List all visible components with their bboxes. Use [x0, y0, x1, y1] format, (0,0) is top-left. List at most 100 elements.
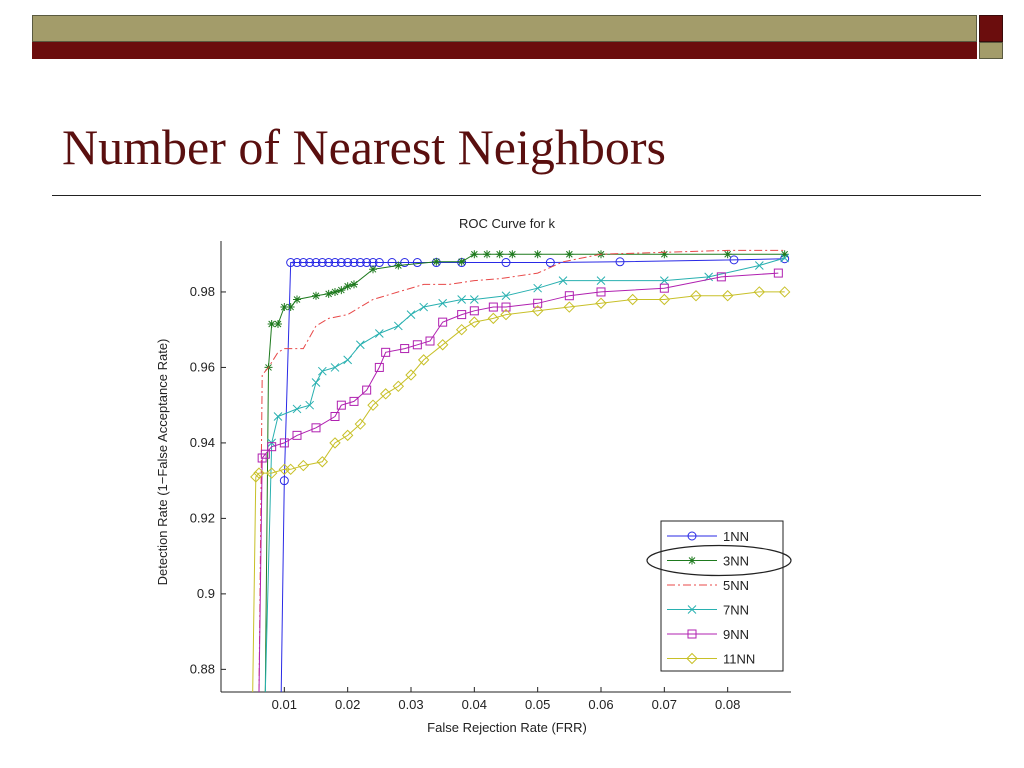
data-point: [405, 369, 417, 381]
data-point: [457, 295, 467, 304]
series-11nn: [250, 286, 791, 693]
data-point: [470, 250, 479, 259]
data-point: [265, 467, 278, 479]
data-point: [267, 320, 276, 329]
series-9nn: [257, 268, 783, 693]
data-point: [615, 257, 625, 267]
data-point: [260, 449, 270, 459]
data-point: [500, 308, 512, 321]
data-point: [336, 258, 346, 268]
data-point: [311, 423, 321, 433]
y-tick-label: 0.96: [190, 359, 215, 374]
data-point: [488, 302, 498, 312]
legend-label: 11NN: [723, 652, 755, 667]
data-point: [400, 344, 410, 354]
data-point: [438, 317, 448, 327]
x-tick-label: 0.02: [335, 697, 360, 712]
data-point: [374, 362, 384, 372]
legend-marker: [688, 556, 696, 565]
x-tick-label: 0.03: [398, 697, 423, 712]
data-point: [533, 283, 543, 293]
data-point: [626, 293, 639, 306]
data-point: [412, 258, 422, 268]
roc-chart: ROC Curve for k 0.01 0.02 0.03 0.04 0.05 0.06…: [155, 216, 792, 735]
data-point: [469, 295, 479, 304]
data-point: [279, 476, 289, 486]
data-point: [311, 258, 321, 268]
legend-label: 9NN: [723, 627, 749, 642]
data-point: [324, 258, 334, 268]
data-point: [658, 293, 671, 306]
x-tick-label: 0.06: [588, 697, 613, 712]
data-point: [273, 412, 283, 421]
data-point: [419, 302, 429, 312]
x-tick-label: 0.04: [462, 697, 487, 712]
data-point: [349, 258, 359, 268]
data-point: [394, 261, 403, 270]
data-point: [392, 380, 405, 393]
data-point: [393, 321, 403, 331]
y-tick-label: 0.92: [190, 510, 215, 525]
data-point: [533, 298, 543, 308]
data-point: [292, 404, 302, 414]
data-point: [778, 286, 791, 298]
data-point: [659, 276, 669, 285]
data-point: [716, 272, 726, 282]
x-tick-label: 0.08: [715, 697, 740, 712]
data-point: [274, 320, 282, 329]
data-point: [501, 291, 511, 301]
legend-label: 3NN: [723, 554, 749, 569]
y-tick-label: 0.9: [197, 586, 215, 601]
legend-marker: [686, 652, 698, 665]
data-point: [412, 340, 422, 350]
data-point: [425, 336, 435, 346]
data-point: [773, 268, 783, 278]
slide-title: Number of Nearest Neighbors: [62, 119, 666, 175]
data-point: [660, 250, 669, 259]
data-point: [483, 250, 491, 259]
data-point: [723, 250, 732, 259]
corner-square-olive: [979, 42, 1003, 59]
data-point: [596, 287, 606, 297]
data-point: [331, 287, 339, 296]
data-point: [457, 257, 466, 266]
data-point: [545, 258, 555, 268]
data-point: [253, 467, 265, 479]
plot-axes: 0.01 0.02 0.03 0.04 0.05 0.06 0.07 0.08 0.88 0.9 0…: [190, 241, 791, 712]
legend-marker: [687, 629, 697, 639]
y-tick-label: 0.88: [190, 661, 215, 676]
x-tick-label: 0.05: [525, 697, 550, 712]
data-point: [330, 411, 340, 421]
data-point: [316, 456, 329, 468]
x-axis-label: False Rejection Rate (FRR): [427, 720, 587, 735]
data-point: [438, 298, 448, 308]
chart-legend: 1NN 3NN 5NN 7NN 9NN 11NN: [646, 520, 792, 672]
data-point: [531, 305, 544, 317]
data-point: [374, 258, 384, 268]
data-point: [298, 258, 308, 268]
data-point: [754, 261, 764, 270]
data-point: [312, 291, 320, 300]
data-point: [659, 283, 669, 293]
data-point: [343, 258, 353, 268]
data-point: [337, 286, 346, 295]
data-point: [780, 253, 790, 263]
data-point: [362, 258, 372, 268]
data-point: [595, 297, 607, 309]
data-point: [330, 363, 340, 372]
data-point: [324, 289, 333, 298]
data-point: [354, 418, 367, 430]
x-tick-label: 0.01: [272, 697, 297, 712]
data-point: [564, 291, 574, 301]
data-point: [469, 306, 479, 316]
data-point: [468, 316, 481, 328]
data-point: [501, 258, 511, 268]
legend-label: 7NN: [723, 603, 749, 618]
legend-box: [660, 520, 784, 672]
data-point: [381, 347, 391, 357]
series-line: [258, 249, 785, 693]
data-point: [286, 303, 295, 312]
y-tick-label: 0.98: [190, 284, 215, 299]
data-point: [292, 430, 302, 440]
data-point: [350, 280, 358, 289]
